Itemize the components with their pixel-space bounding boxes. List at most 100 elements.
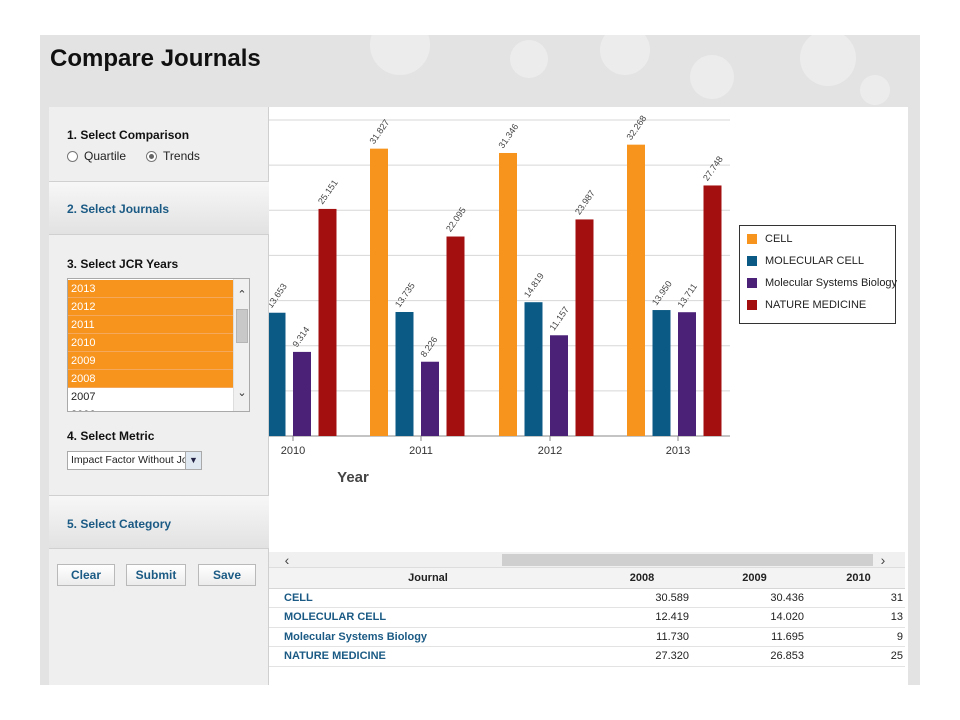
- column-header[interactable]: 2010: [812, 568, 905, 589]
- compare-journals-page: Compare Journals 1. Select Comparison Qu…: [40, 35, 920, 685]
- table-scroll-thumb[interactable]: [502, 554, 873, 566]
- journal-data-table: Journal 2008 2009 2010 CELL 30.589 30.43…: [269, 568, 905, 667]
- table-row: Molecular Systems Biology 11.730 11.695 …: [269, 627, 905, 647]
- table-cell: 31: [812, 588, 905, 608]
- select-years-title: 3. Select JCR Years: [67, 257, 179, 271]
- table-row: CELL 30.589 30.436 31: [269, 588, 905, 608]
- table-cell: 11.730: [587, 627, 697, 647]
- select-category-section[interactable]: 5. Select Category: [49, 495, 269, 549]
- data-label: 23.987: [573, 188, 597, 216]
- legend-label: Molecular Systems Biology: [765, 277, 898, 289]
- table-cell: 9: [812, 627, 905, 647]
- table-row: MOLECULAR CELL 12.419 14.020 13: [269, 607, 905, 628]
- chart-bar: [703, 185, 722, 436]
- column-header[interactable]: Journal: [269, 568, 587, 589]
- x-tick-label: 2010: [281, 445, 305, 457]
- data-label: 27.748: [701, 154, 725, 182]
- data-label: 13.735: [393, 281, 417, 309]
- chevron-down-icon[interactable]: ▼: [185, 452, 201, 469]
- year-option[interactable]: 2010: [68, 334, 234, 352]
- legend-swatch: [747, 278, 757, 288]
- background-decoration: [370, 35, 430, 75]
- table-cell: 27.320: [587, 646, 697, 667]
- journal-link[interactable]: CELL: [269, 588, 587, 608]
- sidebar: 1. Select Comparison Quartile Trends 2. …: [49, 107, 269, 685]
- year-option[interactable]: 2012: [68, 298, 234, 316]
- table-cell: 11.695: [697, 627, 812, 647]
- chart-bar: [499, 152, 517, 436]
- table-cell: 25: [812, 646, 905, 667]
- x-tick-label: 2012: [538, 445, 562, 457]
- background-decoration: [510, 40, 548, 78]
- legend-item: Molecular Systems Biology: [747, 276, 897, 290]
- table-horizontal-scrollbar[interactable]: ‹ ›: [269, 552, 905, 568]
- data-label: 31.827: [367, 118, 391, 146]
- select-metric-title: 4. Select Metric: [67, 429, 155, 443]
- clear-button[interactable]: Clear: [57, 564, 115, 586]
- table-header-row: Journal 2008 2009 2010: [269, 568, 905, 589]
- background-decoration: [600, 35, 650, 75]
- page-title: Compare Journals: [50, 45, 261, 72]
- background-decoration: [690, 55, 734, 99]
- scroll-right-icon[interactable]: ›: [880, 552, 886, 568]
- metric-select[interactable]: Impact Factor Without Journal Self Cites…: [67, 451, 202, 470]
- table-cell: 12.419: [587, 607, 697, 628]
- select-comparison-title: 1. Select Comparison: [67, 128, 190, 142]
- chart-bar: [269, 312, 286, 436]
- select-journals-title[interactable]: 2. Select Journals: [67, 202, 170, 216]
- legend-label: CELL: [765, 233, 793, 245]
- year-option[interactable]: 2006: [68, 406, 234, 411]
- journal-link[interactable]: MOLECULAR CELL: [269, 607, 587, 628]
- chart-bar: [678, 312, 696, 436]
- submit-button[interactable]: Submit: [126, 564, 186, 586]
- chart-bar: [370, 148, 388, 437]
- year-option[interactable]: 2008: [68, 370, 234, 388]
- journal-link[interactable]: Molecular Systems Biology: [269, 627, 587, 647]
- chart-bar: [293, 351, 311, 436]
- table-cell: 26.853: [697, 646, 812, 667]
- legend-label: NATURE MEDICINE: [765, 299, 867, 311]
- background-decoration: [800, 35, 856, 86]
- legend-item: NATURE MEDICINE: [747, 298, 866, 312]
- scroll-down-icon[interactable]: ⌄: [237, 387, 247, 399]
- year-option[interactable]: 2013: [68, 280, 234, 298]
- column-header[interactable]: 2008: [587, 568, 697, 589]
- data-label: 25.151: [316, 178, 340, 206]
- legend-swatch: [747, 256, 757, 266]
- legend-label: MOLECULAR CELL: [765, 255, 865, 267]
- table-cell: 13: [812, 607, 905, 628]
- years-scrollbar[interactable]: ⌃ ⌄: [233, 279, 249, 411]
- chart-legend: CELL MOLECULAR CELL Molecular Systems Bi…: [739, 225, 897, 324]
- x-tick-label: 2011: [409, 445, 433, 457]
- data-label: 11.157: [547, 305, 571, 333]
- chart-bar: [652, 310, 671, 436]
- main-panel: 13.653 9.314 25.151 2010 31.827 13.735 8.226 22…: [269, 107, 908, 685]
- journal-link[interactable]: NATURE MEDICINE: [269, 646, 587, 667]
- trends-radio[interactable]: [146, 150, 158, 162]
- table-cell: 30.589: [587, 588, 697, 608]
- select-category-title[interactable]: 5. Select Category: [67, 517, 172, 531]
- scroll-left-icon[interactable]: ‹: [284, 552, 290, 568]
- scroll-up-icon[interactable]: ⌃: [237, 289, 247, 301]
- data-label: 13.950: [650, 279, 674, 307]
- table-cell: 14.020: [697, 607, 812, 628]
- quartile-radio[interactable]: [67, 150, 78, 162]
- year-option[interactable]: 2009: [68, 352, 234, 370]
- year-option[interactable]: 2011: [68, 316, 234, 334]
- legend-swatch: [747, 234, 757, 244]
- chart-bar: [575, 219, 594, 436]
- save-button[interactable]: Save: [198, 564, 256, 586]
- data-label: 31.346: [496, 122, 520, 150]
- select-journals-section[interactable]: 2. Select Journals: [49, 181, 269, 235]
- x-axis-title: Year: [337, 469, 369, 486]
- chart-bar: [446, 236, 465, 436]
- comparison-radio-group: Quartile Trends: [67, 149, 200, 163]
- years-listbox[interactable]: 20132012201120102009200820072006 ⌃ ⌄: [67, 278, 250, 412]
- data-label: 14.819: [522, 271, 546, 299]
- data-label: 8.226: [418, 335, 439, 359]
- select-comparison-section: 1. Select Comparison Quartile Trends: [49, 107, 269, 181]
- years-scroll-thumb[interactable]: [236, 309, 248, 343]
- year-option[interactable]: 2007: [68, 388, 234, 406]
- chart-bar: [550, 335, 568, 436]
- column-header[interactable]: 2009: [697, 568, 812, 589]
